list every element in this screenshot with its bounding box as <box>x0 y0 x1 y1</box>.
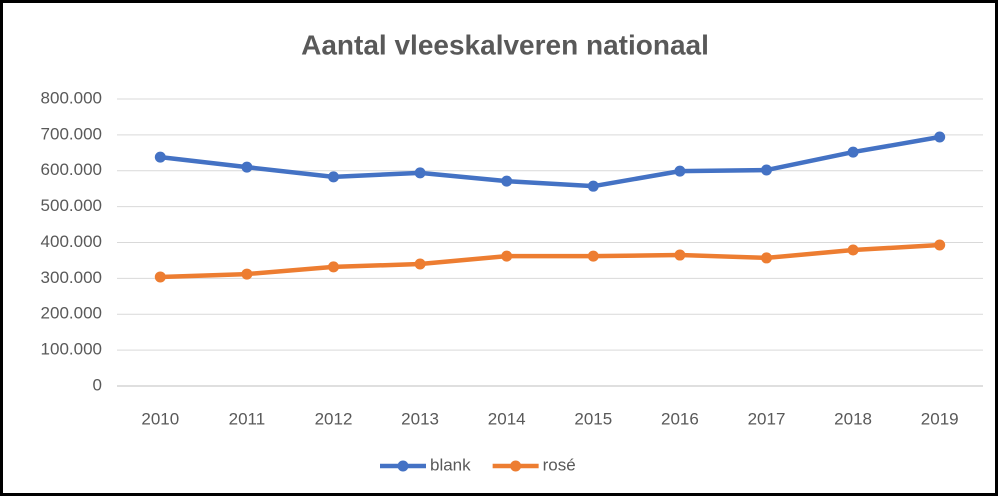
x-tick-label: 2017 <box>748 409 786 428</box>
y-tick-label: 100.000 <box>41 340 102 359</box>
data-point <box>414 258 426 270</box>
series-line <box>158 242 942 280</box>
data-point <box>934 131 946 143</box>
x-tick-label: 2015 <box>574 409 612 428</box>
data-point <box>501 175 513 187</box>
chart-title: Aantal vleeskalveren nationaal <box>301 29 709 60</box>
x-tick-label: 2018 <box>834 409 872 428</box>
data-point <box>587 250 599 262</box>
legend-label: rosé <box>543 455 576 474</box>
legend-label: blank <box>430 455 471 474</box>
data-point <box>761 252 772 264</box>
x-tick-label: 2011 <box>229 409 266 428</box>
y-tick-label: 500.000 <box>41 196 102 215</box>
x-tick-label: 2010 <box>141 409 179 428</box>
legend-swatch-marker <box>397 460 409 472</box>
data-point <box>587 180 599 192</box>
x-tick-label: 2013 <box>401 409 439 428</box>
data-point <box>328 171 339 183</box>
data-point <box>934 239 946 251</box>
y-tick-label: 600.000 <box>41 160 102 179</box>
x-tick-label: 2016 <box>661 409 699 428</box>
data-point <box>761 164 772 176</box>
data-point <box>154 151 166 163</box>
x-tick-label: 2014 <box>488 409 526 428</box>
data-point <box>328 261 339 273</box>
y-tick-label: 800.000 <box>41 88 102 107</box>
data-point <box>241 268 253 280</box>
legend-swatch-marker <box>510 460 522 472</box>
y-tick-label: 400.000 <box>41 232 102 251</box>
data-point <box>847 244 859 256</box>
data-point <box>414 167 426 179</box>
data-point <box>154 271 166 283</box>
x-tick-label: 2019 <box>921 409 959 428</box>
x-tick-label: 2012 <box>315 409 353 428</box>
y-tick-label: 700.000 <box>41 124 102 143</box>
data-point <box>241 161 253 173</box>
data-point <box>674 165 686 177</box>
data-point <box>501 250 513 262</box>
y-tick-label: 200.000 <box>41 304 102 323</box>
y-tick-label: 0 <box>93 375 102 394</box>
data-point <box>674 249 686 261</box>
y-tick-label: 300.000 <box>41 268 102 287</box>
data-point <box>847 146 859 158</box>
series-line <box>158 134 942 189</box>
